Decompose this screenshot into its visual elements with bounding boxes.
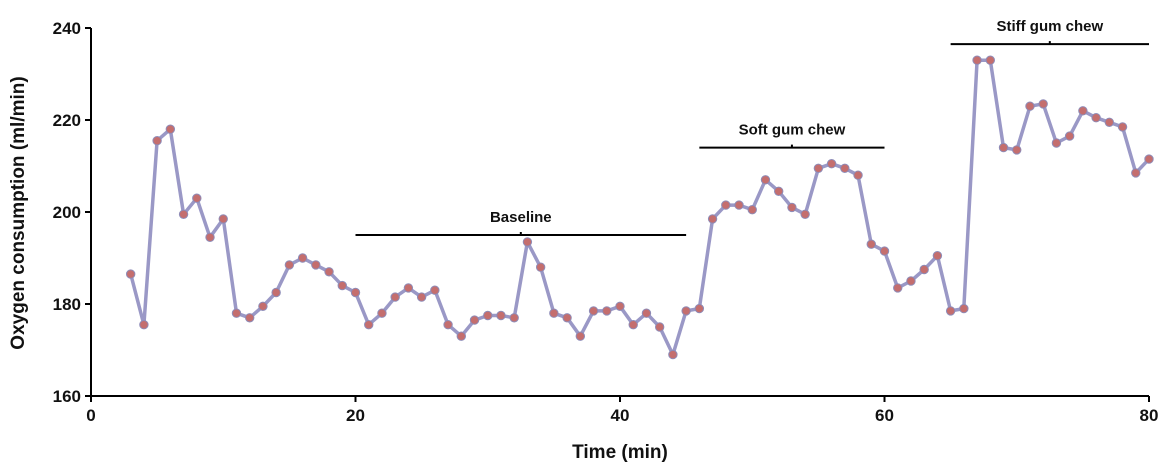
data-point [535, 262, 546, 272]
data-point [509, 313, 519, 323]
data-point [893, 283, 903, 293]
axes: 160 180 200 220 240 0 20 40 60 80 [53, 19, 1159, 425]
data-point [826, 159, 837, 169]
data-point [1144, 154, 1154, 164]
annotation-label: Baseline [490, 209, 552, 226]
data-point [866, 239, 876, 249]
data-point [959, 303, 969, 314]
data-point [152, 136, 162, 146]
data-point [734, 200, 744, 210]
data-point [403, 283, 414, 293]
data-point [747, 205, 757, 215]
series [125, 55, 1154, 360]
data-point [562, 313, 572, 323]
series-line [129, 58, 1151, 357]
data-point [932, 251, 943, 261]
data-point [496, 310, 506, 321]
data-point [694, 303, 705, 314]
data-point [985, 55, 995, 65]
data-point [1104, 117, 1115, 128]
data-point [919, 264, 929, 275]
data-point [668, 349, 678, 360]
data-point [1131, 168, 1141, 178]
data-point [231, 308, 242, 318]
data-point [522, 237, 533, 247]
data-point [125, 269, 136, 279]
data-point [258, 301, 268, 311]
data-point [998, 142, 1009, 153]
x-tick-label: 40 [611, 406, 630, 425]
data-point [879, 246, 890, 256]
data-point [774, 186, 784, 197]
data-point [297, 253, 308, 263]
data-point [1117, 122, 1128, 132]
data-point [430, 285, 440, 295]
data-point [165, 124, 176, 134]
data-point [800, 209, 810, 220]
y-tick-label: 200 [53, 203, 81, 222]
data-point [178, 209, 189, 220]
data-point [641, 308, 652, 318]
data-point [813, 163, 824, 174]
data-point [787, 202, 797, 213]
data-point [1051, 138, 1062, 148]
annotation-label: Soft gum chew [739, 122, 846, 139]
data-point [681, 306, 691, 316]
data-point [390, 292, 400, 302]
data-point [549, 308, 559, 318]
data-point [945, 306, 956, 316]
data-point [364, 320, 374, 330]
data-point [760, 175, 771, 185]
data-point [311, 260, 321, 270]
data-point [654, 322, 665, 332]
data-point [416, 292, 427, 302]
data-point [602, 306, 612, 316]
data-point [853, 170, 863, 180]
data-point [721, 200, 731, 210]
data-point [1064, 131, 1075, 141]
data-point [840, 163, 850, 174]
data-point [483, 310, 493, 321]
data-point [1012, 145, 1022, 155]
data-point [324, 267, 334, 277]
y-tick-label: 180 [53, 295, 81, 314]
data-point [284, 260, 295, 270]
data-point [245, 313, 255, 323]
x-tick-label: 20 [346, 406, 365, 425]
data-point [139, 320, 149, 330]
data-point [906, 276, 916, 286]
y-tick-label: 160 [53, 387, 81, 406]
annotation-label: Stiff gum chew [996, 18, 1103, 35]
data-point [205, 232, 215, 243]
data-point [628, 320, 638, 330]
y-tick-label: 220 [53, 111, 81, 130]
data-point [1078, 106, 1088, 116]
data-point [588, 306, 599, 316]
data-point [972, 55, 982, 65]
data-point [1025, 101, 1035, 111]
y-axis-title: Oxygen consumption (ml/min) [8, 76, 29, 349]
data-point [1091, 113, 1101, 123]
x-tick-label: 0 [86, 406, 95, 425]
x-axis-title: Time (min) [572, 442, 668, 462]
y-tick-label: 240 [53, 19, 81, 38]
data-point [271, 287, 281, 298]
data-point [575, 331, 586, 341]
data-point [707, 214, 718, 224]
data-point [1038, 99, 1048, 109]
data-point [350, 287, 361, 298]
data-point [615, 301, 625, 311]
data-point [469, 315, 480, 325]
data-point [192, 193, 202, 203]
data-point [443, 320, 453, 330]
data-point [337, 280, 347, 291]
data-point [456, 331, 466, 341]
x-tick-label: 60 [875, 406, 894, 425]
data-point [218, 214, 228, 224]
annotations: Baseline Soft gum chew Stiff gum chew [355, 18, 1149, 236]
data-point [377, 308, 387, 318]
x-tick-label: 80 [1140, 406, 1159, 425]
